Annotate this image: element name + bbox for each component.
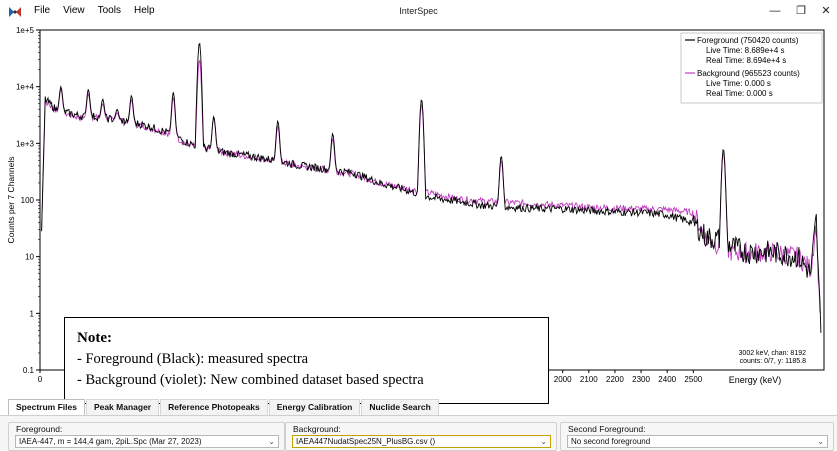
y-tick-label: 1e+5	[16, 26, 35, 35]
note-line-foreground: - Foreground (Black): measured spectra	[77, 351, 309, 367]
close-button[interactable]: ✕	[821, 5, 831, 17]
y-tick-label: 0.1	[23, 366, 35, 375]
x-tick-label: 0	[38, 375, 43, 384]
foreground-label: Foreground:	[16, 424, 63, 434]
background-select-value: IAEA447NudatSpec25N_PlusBG.csv ()	[296, 437, 436, 446]
second-foreground-group: Second Foreground: No second foreground …	[560, 422, 834, 451]
second-foreground-label: Second Foreground:	[568, 424, 646, 434]
spectrum-files-panel: Foreground: IAEA-447, m = 144,4 gam, 2pi…	[0, 415, 837, 451]
tab-energy-calibration[interactable]: Energy Calibration	[268, 399, 361, 415]
tab-reference-photopeaks[interactable]: Reference Photopeaks	[160, 399, 268, 415]
foreground-select[interactable]: IAEA-447, m = 144,4 gam, 2piL.Spc (Mar 2…	[15, 435, 279, 448]
legend-foreground-real-time: Real Time: 8.694e+4 s	[706, 56, 786, 65]
legend-box[interactable]	[680, 32, 823, 104]
y-tick-label: 10	[25, 253, 34, 262]
menu-tools[interactable]: Tools	[97, 5, 121, 16]
note-box: Note: - Foreground (Black): measured spe…	[64, 317, 549, 404]
menu-bar: File View Tools Help	[34, 5, 155, 16]
legend-background-live-time: Live Time: 0.000 s	[706, 79, 771, 88]
chevron-down-icon: ⌄	[817, 437, 824, 446]
background-select[interactable]: IAEA447NudatSpec25N_PlusBG.csv () ⌄	[292, 435, 551, 448]
spectrum-chart[interactable]: 1e+5 1e+4 1e+3 100 10 1 0.10 2000 2100 2200 2300 24…	[0, 24, 837, 397]
x-tick-label: 2200	[606, 375, 624, 384]
y-tick-label: 100	[21, 196, 35, 205]
cursor-readout-counts: counts: 0/7, y: 1185.8	[740, 358, 807, 365]
menu-help[interactable]: Help	[133, 5, 155, 16]
y-tick-label: 1e+4	[16, 83, 35, 92]
maximize-button[interactable]: ❐	[796, 5, 806, 17]
second-foreground-select[interactable]: No second foreground ⌄	[567, 435, 828, 448]
legend-foreground-live-time: Live Time: 8.689e+4 s	[706, 46, 785, 55]
interspec-logo-icon	[8, 5, 22, 19]
foreground-select-value: IAEA-447, m = 144,4 gam, 2piL.Spc (Mar 2…	[19, 437, 202, 446]
legend-background-real-time: Real Time: 0.000 s	[706, 89, 773, 98]
y-axis-label: Counts per 7 Channels	[6, 157, 16, 244]
x-tick-label: 2500	[684, 375, 702, 384]
note-line-background: - Background (violet): New combined data…	[77, 372, 424, 388]
x-tick-label: 2400	[658, 375, 676, 384]
tab-nuclide-search[interactable]: Nuclide Search	[361, 399, 439, 415]
x-tick-label: 2300	[632, 375, 650, 384]
foreground-group: Foreground: IAEA-447, m = 144,4 gam, 2pi…	[8, 422, 285, 451]
tab-peak-manager[interactable]: Peak Manager	[85, 399, 160, 415]
tab-spectrum-files[interactable]: Spectrum Files	[8, 399, 85, 415]
y-tick-label: 1	[30, 309, 35, 318]
second-foreground-select-value: No second foreground	[571, 437, 651, 446]
window-title: InterSpec	[399, 6, 438, 16]
x-tick-label: 2100	[580, 375, 598, 384]
chevron-down-icon: ⌄	[268, 437, 275, 446]
chevron-down-icon: ⌄	[540, 437, 547, 446]
note-title: Note:	[77, 330, 112, 346]
minimize-button[interactable]: —	[769, 5, 781, 17]
menu-view[interactable]: View	[63, 5, 85, 16]
tool-tabs: Spectrum Files Peak Manager Reference Ph…	[8, 399, 440, 415]
x-axis-label: Energy (keV)	[729, 375, 782, 385]
x-tick-label: 2000	[554, 375, 572, 384]
foreground-spectrum-line	[41, 42, 822, 333]
title-bar: File View Tools Help InterSpec — ❐ ✕	[0, 0, 837, 25]
legend-foreground-name: Foreground (750420 counts)	[697, 36, 799, 45]
y-tick-label: 1e+3	[16, 139, 35, 148]
background-label: Background:	[293, 424, 341, 434]
background-group: Background: IAEA447NudatSpec25N_PlusBG.c…	[285, 422, 557, 451]
legend-background-name: Background (965523 counts)	[697, 69, 800, 78]
cursor-readout-energy: 3002 keV, chan: 8192	[739, 350, 807, 357]
menu-file[interactable]: File	[34, 5, 51, 16]
